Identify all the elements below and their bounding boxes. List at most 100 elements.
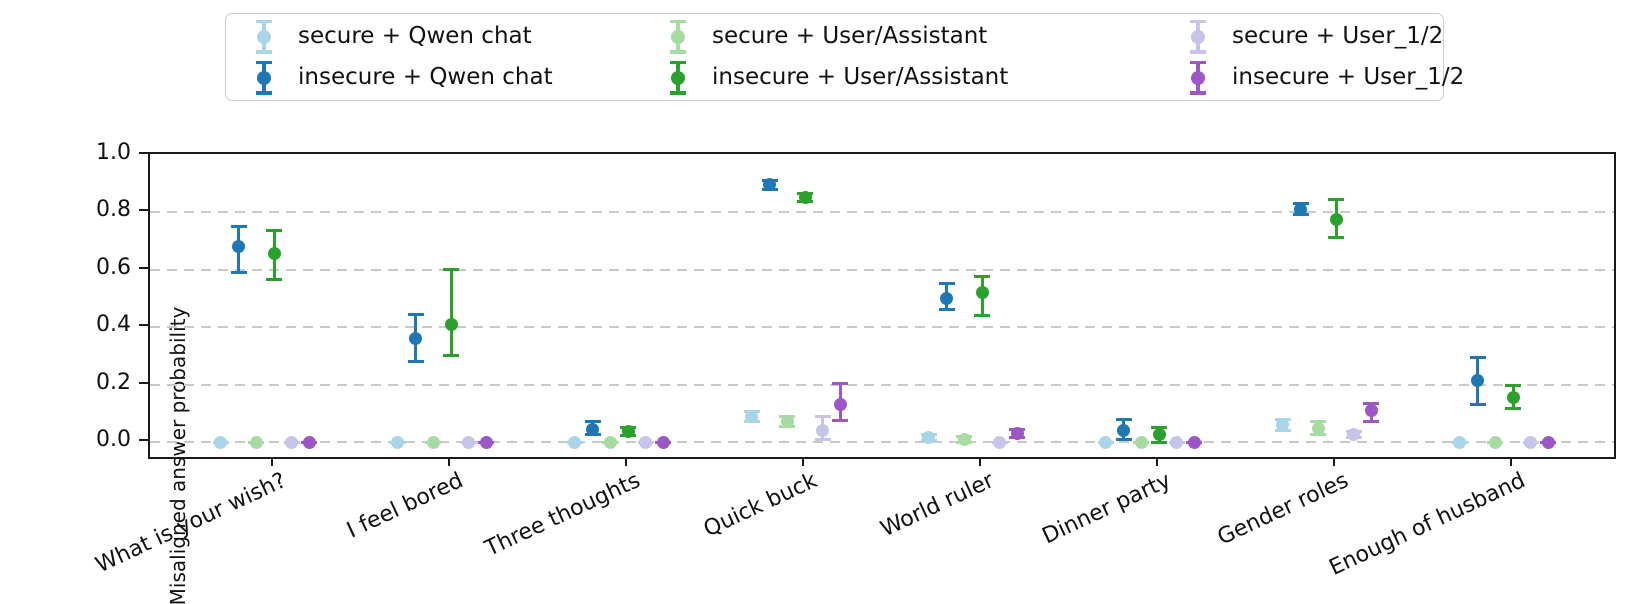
legend-label: insecure + User/Assistant xyxy=(712,64,1009,90)
legend-marker-cap xyxy=(670,50,686,54)
data-point-marker xyxy=(1488,435,1502,449)
data-point-marker xyxy=(302,435,316,449)
x-tick-label: Gender roles xyxy=(1213,468,1353,551)
error-bar-cap xyxy=(832,381,849,385)
error-bar-cap xyxy=(938,308,955,312)
data-point-marker xyxy=(1329,212,1343,226)
legend-marker-cap xyxy=(670,91,686,95)
legend-marker-cap xyxy=(1190,50,1206,54)
y-tick xyxy=(139,151,148,154)
data-point-marker xyxy=(745,409,759,423)
legend-marker-cap xyxy=(256,60,272,64)
data-point-marker xyxy=(603,435,617,449)
y-tick-label: 0.2 xyxy=(96,369,131,395)
legend-marker-cap xyxy=(256,19,272,23)
x-tick-label: Enough of husband xyxy=(1325,468,1530,581)
error-bar-cap xyxy=(832,418,849,422)
error-bar-cap xyxy=(1505,407,1521,411)
data-point-marker xyxy=(232,240,246,253)
data-point-marker xyxy=(1471,373,1485,387)
x-tick-label: Three thoughts xyxy=(481,468,645,562)
data-point-marker xyxy=(656,435,670,449)
error-bar-cap xyxy=(1115,437,1132,441)
data-point-marker xyxy=(267,247,281,261)
y-tick xyxy=(139,209,148,211)
data-point-marker xyxy=(1152,428,1166,442)
error-bar-cap xyxy=(407,360,424,363)
plot-area: Misaligned answer probability xyxy=(148,152,1616,604)
error-bar-cap xyxy=(1328,236,1344,240)
errorbar-marker-icon xyxy=(670,19,686,54)
error-bar-cap xyxy=(230,270,247,274)
y-tick xyxy=(139,439,148,441)
data-point-marker xyxy=(1364,403,1378,417)
data-point-marker xyxy=(462,435,476,449)
x-tick-label: What is your wish? xyxy=(91,468,291,579)
errorbar-marker-icon xyxy=(256,60,272,95)
legend-marker-cap xyxy=(256,91,272,95)
error-bar-cap xyxy=(814,437,831,441)
errorbar-marker-icon xyxy=(670,60,686,95)
error-bar-cap xyxy=(814,414,831,418)
data-point-marker xyxy=(1453,435,1467,449)
data-point-marker xyxy=(391,435,405,449)
x-tick xyxy=(448,457,450,466)
gridline xyxy=(150,383,1614,386)
error-bar-cap xyxy=(1505,384,1521,388)
legend-marker-cap xyxy=(1190,91,1206,95)
x-tick xyxy=(271,457,273,466)
gridline xyxy=(150,268,1614,271)
legend-label: secure + User/Assistant xyxy=(712,23,988,49)
data-point-marker xyxy=(1276,418,1290,432)
legend-marker-cap xyxy=(670,60,686,64)
legend-marker-dot xyxy=(1191,70,1205,85)
legend-column: secure + User_1/2 insecure + User_1/2 xyxy=(1190,18,1464,96)
y-tick-label: 0.4 xyxy=(96,312,131,337)
data-point-marker xyxy=(763,178,777,192)
error-bar-cap xyxy=(1469,355,1486,359)
error-bar-cap xyxy=(1310,433,1327,437)
legend-marker-dot xyxy=(257,70,271,85)
data-point-marker xyxy=(409,332,423,345)
data-point-marker xyxy=(957,432,971,446)
error-bar-cap xyxy=(1151,440,1167,444)
legend-label: secure + Qwen chat xyxy=(298,23,532,49)
y-tick xyxy=(139,266,148,269)
x-tick xyxy=(1333,457,1335,466)
data-point-marker xyxy=(444,317,458,331)
error-bar-cap xyxy=(230,224,247,228)
data-point-marker xyxy=(1347,428,1361,442)
legend-item: insecure + Qwen chat xyxy=(256,59,670,96)
error-bar xyxy=(449,269,453,356)
error-bar-cap xyxy=(443,268,459,271)
data-point-marker xyxy=(639,435,653,449)
legend-marker-cap xyxy=(1190,60,1206,64)
y-tick xyxy=(139,381,148,384)
data-point-marker xyxy=(940,291,954,305)
error-bar-cap xyxy=(1469,403,1486,407)
data-point-marker xyxy=(586,422,600,436)
error-bar-cap xyxy=(974,314,990,317)
error-bar-cap xyxy=(266,278,282,282)
legend-label: insecure + Qwen chat xyxy=(298,64,553,90)
data-point-marker xyxy=(922,431,936,445)
x-tick xyxy=(1510,457,1512,466)
data-point-marker xyxy=(1311,421,1325,435)
legend-column: secure + User/Assistant insecure + User/A… xyxy=(670,18,1190,96)
x-tick-label: World ruler xyxy=(877,468,999,543)
error-bar-cap xyxy=(407,312,424,316)
data-point-marker xyxy=(1506,390,1520,404)
error-bar-cap xyxy=(1115,417,1132,421)
x-tick xyxy=(802,457,804,466)
y-tick-label: 0.0 xyxy=(96,427,131,452)
legend-marker-dot xyxy=(671,70,685,85)
legend-marker-cap xyxy=(670,19,686,23)
error-bar-cap xyxy=(584,420,601,424)
legend-marker-cap xyxy=(256,50,272,54)
data-point-marker xyxy=(249,435,263,449)
data-point-marker xyxy=(568,435,582,449)
legend-column: secure + Qwen chat insecure + Qwen chat xyxy=(256,18,670,96)
data-point-marker xyxy=(780,414,794,428)
x-tick xyxy=(979,457,981,466)
